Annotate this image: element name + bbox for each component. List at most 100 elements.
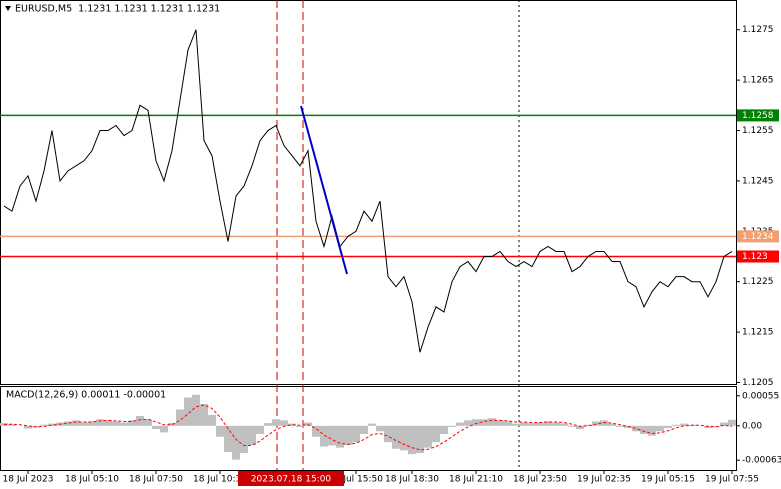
macd-bar [144,419,152,426]
macd-bar [656,425,664,432]
macd-bar [720,422,728,426]
macd-bar [272,419,280,426]
macd-bar [648,425,656,436]
macd-bar [584,424,592,426]
macd-bar [168,423,176,426]
macd-bar [520,422,528,426]
level-label: 1.1258 [742,111,774,121]
x-tick-label: 18 Jul 2023 [3,475,54,485]
x-tick-label: 19 Jul 05:15 [641,475,695,485]
macd-bar [216,425,224,437]
macd-bar [592,421,600,426]
macd-bar [256,425,264,434]
x-tick-label: 18 Jul 15:50 [329,475,383,485]
y-tick-label: 1.1265 [742,76,774,86]
macd-bar [288,423,296,426]
macd-bar [600,420,608,426]
macd-bar [680,423,688,426]
macd-bar [152,425,160,430]
macd-bar [728,419,736,426]
macd-bar [616,425,624,427]
macd-bar [528,423,536,426]
level-label-box [737,109,779,122]
macd-bar [96,419,104,426]
macd-bar [136,416,144,426]
macd-bar [200,404,208,426]
macd-bar [336,425,344,448]
level-label-box [737,230,779,243]
macd-bar [640,425,648,434]
y-tick-label: 1.1215 [742,328,774,338]
macd-bar [112,421,120,426]
macd-bar [184,397,192,426]
macd-bar [24,425,32,429]
macd-bar [328,425,336,446]
x-tick-label: 18 Jul 10:30 [193,475,247,485]
macd-bar [296,425,304,427]
macd-bar [464,420,472,426]
macd-bar [440,425,448,434]
x-tick-label: 18 Jul 07:50 [129,475,183,485]
macd-bar [80,422,88,426]
macd-bar [8,424,16,426]
macd-bar [376,425,384,432]
macd-bar [104,420,112,426]
chart-title: EURUSD,M5 1.1231 1.1231 1.1231 1.1231 [15,4,220,15]
crosshair-label-box [238,471,344,486]
macd-bar [512,423,520,426]
y-tick-label: 1.1245 [742,176,774,186]
y-tick-label: 0.00055 [742,391,779,401]
macd-bar [496,420,504,426]
macd-bar [712,425,720,427]
y-tick-label: 1.1255 [742,126,774,136]
macd-bar [384,425,392,443]
macd-bar [504,421,512,426]
level-label-box [737,250,779,263]
macd-bar [400,425,408,451]
macd-bar [64,421,72,426]
macd-bar [368,423,376,426]
x-tick-label: 18 Jul 05:10 [65,475,119,485]
macd-bar [544,421,552,426]
macd-bar [608,423,616,426]
y-tick-label: 1.1275 [742,25,774,35]
y-tick-label: 1.1205 [742,378,774,388]
macd-bar [224,425,232,452]
macd-bar [312,425,320,437]
trend-line [300,105,348,275]
macd-bar [664,425,672,428]
signal-line [3,404,733,451]
macd-bar [264,423,272,426]
macd-bar [344,425,352,445]
macd-bar [304,422,312,426]
x-tick-label: 18 Jul 18:30 [385,475,439,485]
level-label: 1.1234 [742,232,774,242]
macd-bar [568,425,576,427]
macd-bar [240,425,248,454]
macd-bar [704,425,712,428]
macd-bar [48,423,56,426]
macd-bar [424,425,432,448]
plot-layer [0,29,736,460]
price-line [3,29,733,353]
macd-bar [320,425,328,447]
x-tick-label: 18 Jul 21:10 [449,475,503,485]
macd-bar [128,420,136,426]
level-label: 1.123 [742,252,768,262]
macd-bar [416,425,424,454]
macd-bar [632,425,640,432]
macd-bar [408,425,416,455]
macd-panel-frame [0,386,737,471]
macd-bar [192,394,200,426]
x-tick-label: 18 Jul 23:50 [513,475,567,485]
x-tick-label: 19 Jul 07:55 [705,475,759,485]
macd-bar [360,425,368,434]
macd-bar [552,422,560,426]
macd-bar [208,414,216,426]
macd-bar [456,422,464,426]
macd-bar [560,423,568,426]
y-tick-label: -0.00063 [742,456,781,466]
macd-bar [488,418,496,426]
